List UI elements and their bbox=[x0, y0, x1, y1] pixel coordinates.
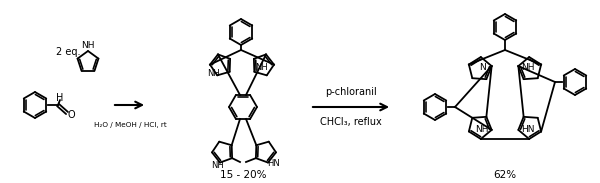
Text: H: H bbox=[56, 93, 64, 103]
Text: O: O bbox=[67, 110, 75, 120]
Text: CHCl₃, reflux: CHCl₃, reflux bbox=[320, 117, 382, 127]
Text: NH: NH bbox=[521, 63, 535, 72]
Text: 2 eq.: 2 eq. bbox=[56, 47, 80, 57]
Text: HN: HN bbox=[266, 160, 280, 169]
Text: NH: NH bbox=[81, 40, 95, 49]
Text: NH: NH bbox=[475, 126, 489, 135]
Text: N: N bbox=[479, 63, 485, 72]
Text: HN: HN bbox=[521, 126, 535, 135]
Text: H₂O / MeOH / HCl, rt: H₂O / MeOH / HCl, rt bbox=[94, 122, 166, 128]
Text: NH: NH bbox=[206, 68, 220, 77]
Text: 62%: 62% bbox=[493, 170, 517, 180]
Text: p-chloranil: p-chloranil bbox=[325, 87, 377, 97]
Text: NH: NH bbox=[255, 64, 268, 72]
Text: 15 - 20%: 15 - 20% bbox=[220, 170, 266, 180]
Text: NH: NH bbox=[212, 162, 224, 171]
